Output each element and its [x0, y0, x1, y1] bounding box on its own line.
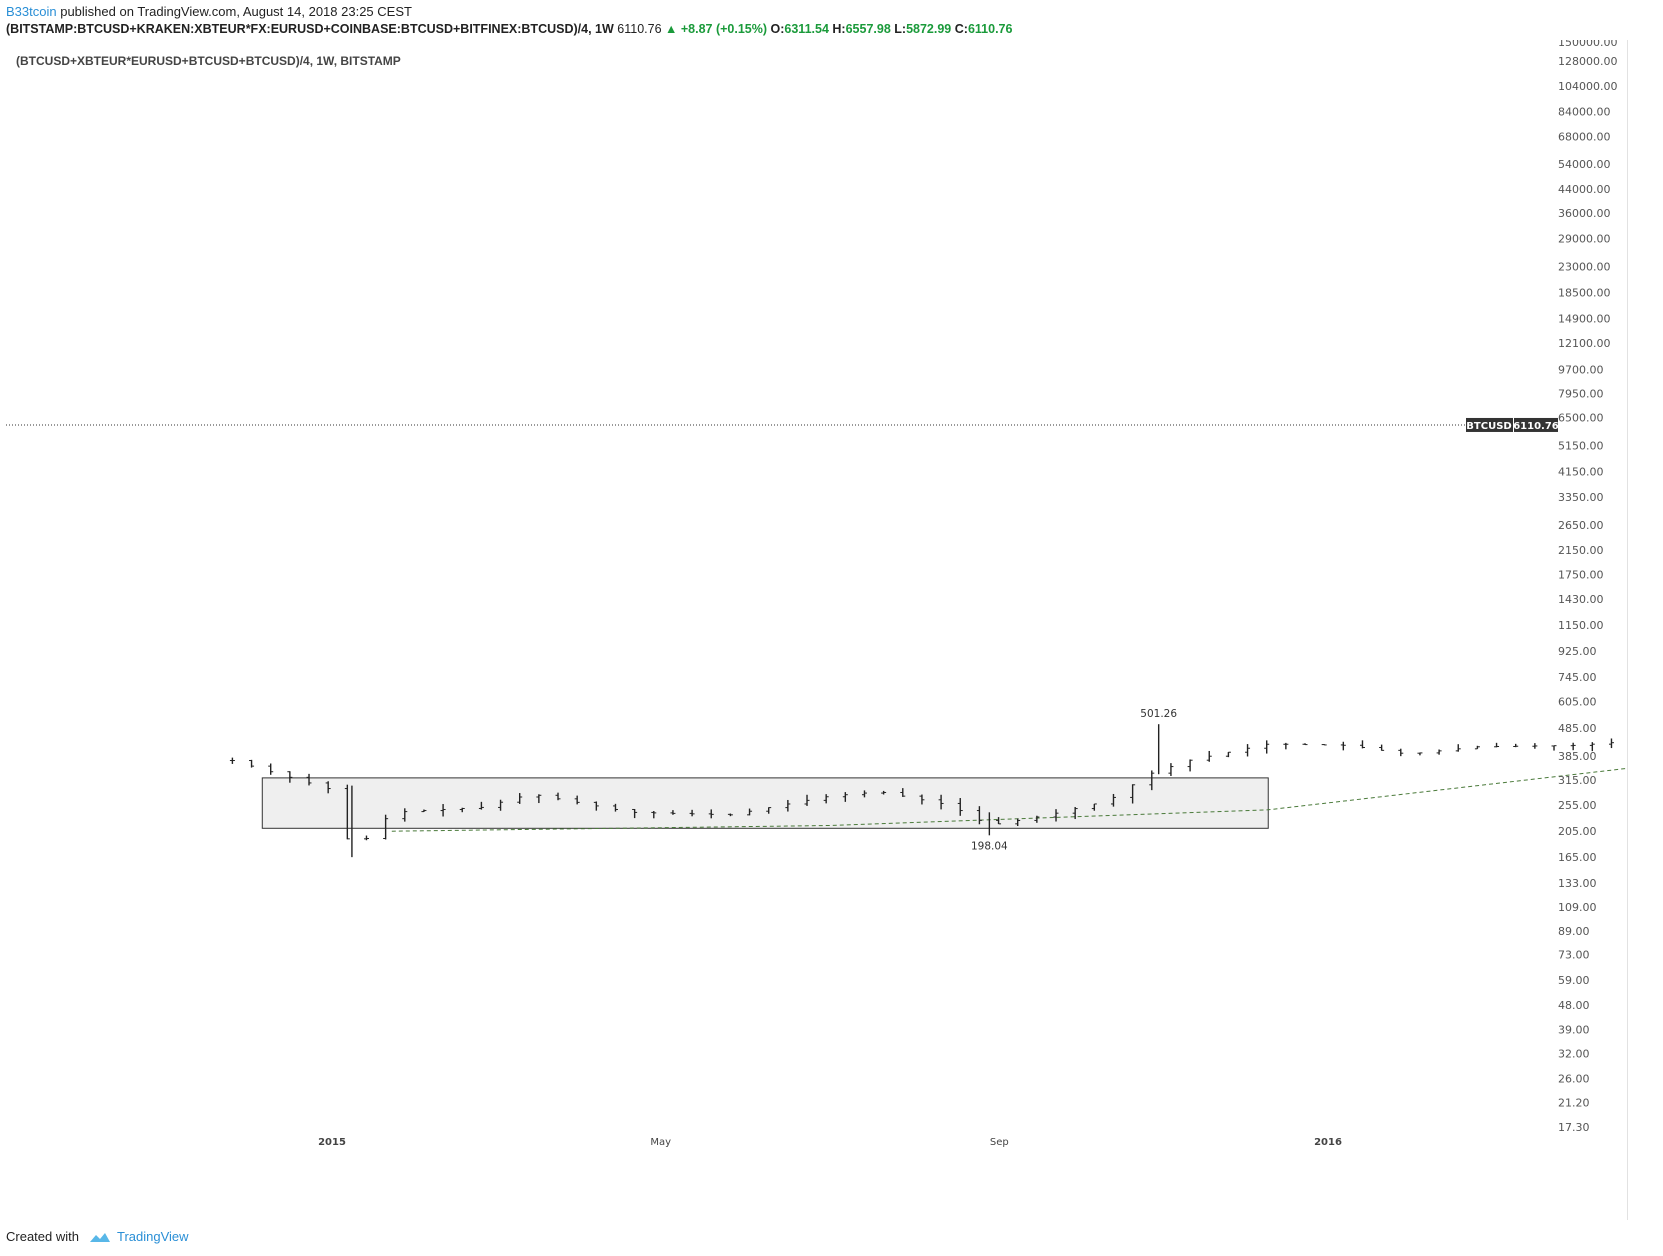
- y-tick-label: 39.00: [1558, 1024, 1590, 1037]
- price-axis: 150000.00 128000.00 104000.00 84000.00 68000…: [1466, 40, 1618, 1134]
- y-tick-label: 133.00: [1558, 877, 1597, 890]
- support-curve: [391, 767, 1628, 832]
- ohlc-bars-layer: [229, 724, 1614, 858]
- chart-subtitle: (BTCUSD+XBTEUR*EURUSD+BTCUSD+BTCUSD)/4, …: [16, 54, 401, 68]
- publish-header: B33tcoin published on TradingView.com, A…: [6, 4, 412, 19]
- y-tick-label: 7950.00: [1558, 387, 1604, 400]
- y-tick-label: 6500.00: [1558, 412, 1604, 425]
- high-value: 6557.98: [845, 22, 891, 36]
- publish-info: published on TradingView.com, August 14,…: [60, 4, 412, 19]
- y-tick-label: 18500.00: [1558, 286, 1611, 299]
- y-tick-label: 165.00: [1558, 851, 1597, 864]
- y-tick-label: 54000.00: [1558, 158, 1611, 171]
- price-annotation: 198.04: [971, 840, 1008, 852]
- symbol-line: (BITSTAMP:BTCUSD+KRAKEN:XBTEUR*FX:EURUSD…: [6, 22, 1012, 36]
- y-tick-label: 9700.00: [1558, 364, 1604, 377]
- y-tick-label: 150000.00: [1558, 40, 1618, 49]
- y-tick-label: 17.30: [1558, 1121, 1590, 1134]
- y-tick-label: 1150.00: [1558, 619, 1604, 632]
- y-tick-label: 205.00: [1558, 825, 1597, 838]
- price-annotation: 501.26: [1140, 708, 1177, 720]
- high-label: H:: [832, 22, 846, 36]
- y-tick-label: 59.00: [1558, 974, 1590, 987]
- y-tick-label: 4150.00: [1558, 465, 1604, 478]
- tradingview-link[interactable]: TradingView: [116, 1229, 189, 1244]
- range-box: [261, 777, 1269, 829]
- y-tick-label: 44000.00: [1558, 183, 1611, 196]
- close-value: 6110.76: [967, 22, 1013, 36]
- symbol-tag: BTCUSD: [1466, 421, 1511, 432]
- y-tick-label: 5150.00: [1558, 439, 1604, 452]
- y-tick-label: 29000.00: [1558, 233, 1611, 246]
- y-tick-label: 104000.00: [1558, 80, 1618, 93]
- open-label: O:: [770, 22, 785, 36]
- y-tick-label: 84000.00: [1558, 105, 1611, 118]
- y-tick-label: 48.00: [1558, 999, 1590, 1012]
- y-tick-label: 485.00: [1558, 722, 1597, 735]
- y-tick-label: 14900.00: [1558, 312, 1611, 325]
- time-axis: 2015MaySep2016MaySep2017MayAug2018MaySep…: [318, 1137, 1342, 1148]
- low-value: 5872.99: [906, 22, 952, 36]
- footer: Created with TradingView: [6, 1229, 189, 1244]
- last-price-tag-bg: [1514, 417, 1558, 432]
- y-tick-label: 2650.00: [1558, 519, 1604, 532]
- y-tick-label: 68000.00: [1558, 131, 1611, 144]
- y-tick-label: 605.00: [1558, 696, 1597, 709]
- price-change: ▲ +8.87 (+0.15%): [665, 22, 768, 36]
- close-label: C:: [954, 22, 968, 36]
- x-tick-label: Sep: [990, 1137, 1009, 1148]
- symbol-tag-bg: [1466, 417, 1513, 432]
- y-tick-label: 128000.00: [1558, 55, 1618, 68]
- y-tick-label: 21.20: [1558, 1097, 1590, 1110]
- y-tick-label: 26.00: [1558, 1072, 1590, 1085]
- y-tick-label: 1750.00: [1558, 569, 1604, 582]
- y-tick-label: 745.00: [1558, 671, 1597, 684]
- drawings-layer: [6, 424, 1628, 832]
- y-tick-label: 23000.00: [1558, 260, 1611, 273]
- tradingview-logo-icon: [89, 1232, 110, 1242]
- x-tick-label: May: [650, 1137, 671, 1148]
- y-tick-label: 36000.00: [1558, 207, 1611, 220]
- created-with: Created with: [6, 1229, 79, 1244]
- y-tick-label: 385.00: [1558, 750, 1597, 763]
- low-label: L:: [894, 22, 907, 36]
- y-tick-label: 32.00: [1558, 1047, 1590, 1060]
- y-tick-label: 255.00: [1558, 799, 1597, 812]
- y-tick-label: 315.00: [1558, 774, 1597, 787]
- last-price: 6110.76: [617, 22, 662, 36]
- open-value: 6311.54: [784, 22, 829, 36]
- symbol-name: (BITSTAMP:BTCUSD+KRAKEN:XBTEUR*FX:EURUSD…: [6, 22, 614, 36]
- y-tick-label: 89.00: [1558, 925, 1590, 938]
- y-tick-label: 3350.00: [1558, 491, 1604, 504]
- author-link[interactable]: B33tcoin: [6, 4, 57, 19]
- y-tick-label: 925.00: [1558, 645, 1597, 658]
- y-tick-label: 2150.00: [1558, 544, 1604, 557]
- x-tick-label: 2015: [318, 1137, 346, 1148]
- last-price-tag: 6110.76: [1513, 421, 1559, 432]
- y-tick-label: 1430.00: [1558, 593, 1604, 606]
- x-tick-label: 2016: [1314, 1137, 1342, 1148]
- y-tick-label: 109.00: [1558, 901, 1597, 914]
- y-tick-label: 73.00: [1558, 949, 1590, 962]
- y-tick-label: 12100.00: [1558, 337, 1611, 350]
